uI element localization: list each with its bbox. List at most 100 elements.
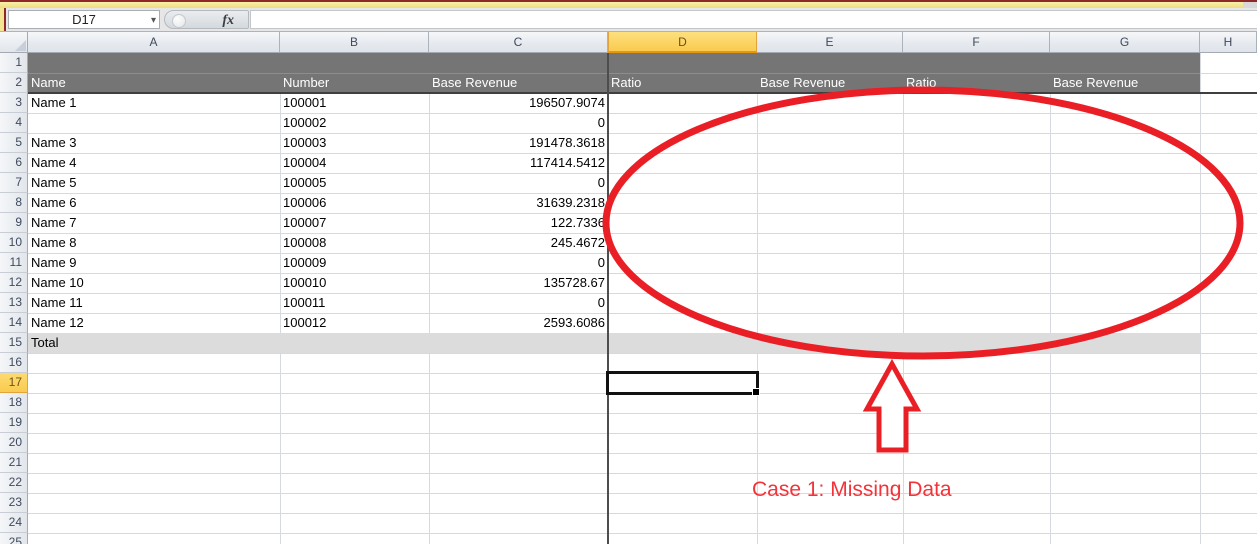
row-header-3[interactable]: 3	[0, 93, 28, 113]
header-cell-e2[interactable]: Base Revenue	[760, 75, 846, 90]
column-header-b[interactable]: B	[280, 32, 429, 53]
cell-a10[interactable]: Name 8	[31, 235, 77, 250]
cell-c11[interactable]: 0	[597, 255, 605, 270]
formula-bar-row: D17 ▾ fx	[0, 8, 1257, 31]
cell-a3[interactable]: Name 1	[31, 95, 77, 110]
name-box[interactable]: D17 ▾	[8, 10, 160, 29]
column-header-d[interactable]: D	[608, 32, 757, 53]
name-box-dropdown-icon[interactable]: ▾	[150, 15, 156, 26]
ribbon-left-edge	[0, 8, 6, 31]
row-header-13[interactable]: 13	[0, 293, 28, 313]
row-header-4[interactable]: 4	[0, 113, 28, 133]
cell-a11[interactable]: Name 9	[31, 255, 77, 270]
row-header-9[interactable]: 9	[0, 213, 28, 233]
row-header-19[interactable]: 19	[0, 413, 28, 433]
header-cell-b2[interactable]: Number	[283, 75, 330, 90]
cell-b12[interactable]: 100010	[283, 275, 327, 290]
cell-c12[interactable]: 135728.67	[543, 275, 605, 290]
column-header-h[interactable]: H	[1200, 32, 1257, 53]
gridline-h	[28, 493, 1257, 494]
gridline-h	[28, 353, 1257, 354]
select-all-corner[interactable]	[0, 32, 28, 53]
column-header-c[interactable]: C	[429, 32, 608, 53]
cell-b8[interactable]: 100006	[283, 195, 327, 210]
cell-a7[interactable]: Name 5	[31, 175, 77, 190]
cell-b3[interactable]: 100001	[283, 95, 327, 110]
cell-a12[interactable]: Name 10	[31, 275, 84, 290]
gridline-v	[429, 53, 430, 544]
row-header-7[interactable]: 7	[0, 173, 28, 193]
row-header-6[interactable]: 6	[0, 153, 28, 173]
row-header-14[interactable]: 14	[0, 313, 28, 333]
total-label: Total	[31, 335, 59, 350]
cell-a13[interactable]: Name 11	[31, 295, 83, 310]
active-cell[interactable]	[606, 371, 760, 396]
row-header-24[interactable]: 24	[0, 513, 28, 533]
cell-c13[interactable]: 0	[597, 295, 605, 310]
header-cell-f2[interactable]: Ratio	[906, 75, 937, 90]
cell-c7[interactable]: 0	[597, 175, 605, 190]
gridline-h	[28, 113, 1257, 114]
row-header-25[interactable]: 25	[0, 533, 28, 544]
gridline-v	[1200, 53, 1201, 544]
column-header-e[interactable]: E	[757, 32, 903, 53]
row-header-16[interactable]: 16	[0, 353, 28, 373]
header-cell-a2[interactable]: Name	[31, 75, 66, 90]
table-header-band-divider	[28, 73, 1200, 74]
header-cell-d2[interactable]: Ratio	[611, 75, 642, 90]
cell-b4[interactable]: 100002	[283, 115, 327, 130]
cell-b5[interactable]: 100003	[283, 135, 327, 150]
row-header-22[interactable]: 22	[0, 473, 28, 493]
cell-c6[interactable]: 117414.5412	[530, 155, 605, 170]
cell-c9[interactable]: 122.7336	[550, 215, 605, 230]
row-header-20[interactable]: 20	[0, 433, 28, 453]
cell-c14[interactable]: 2593.6086	[543, 315, 605, 330]
cell-b7[interactable]: 100005	[283, 175, 327, 190]
cell-b13[interactable]: 100011	[283, 295, 326, 310]
cell-a14[interactable]: Name 12	[31, 315, 84, 330]
gridline-v	[903, 53, 904, 544]
row-header-17[interactable]: 17	[0, 373, 28, 393]
gridline-v	[1050, 53, 1051, 544]
row-header-15[interactable]: 15	[0, 333, 28, 353]
cell-b14[interactable]: 100012	[283, 315, 327, 330]
cell-a5[interactable]: Name 3	[31, 135, 77, 150]
row-header-12[interactable]: 12	[0, 273, 28, 293]
column-header-f[interactable]: F	[903, 32, 1050, 53]
chrome-divider	[0, 31, 1257, 32]
cell-b9[interactable]: 100007	[283, 215, 327, 230]
ribbon-yellow-strip	[0, 2, 1243, 8]
row-header-5[interactable]: 5	[0, 133, 28, 153]
column-header-g[interactable]: G	[1050, 32, 1200, 53]
gridline-h	[28, 513, 1257, 514]
cell-c10[interactable]: 245.4672	[550, 235, 605, 250]
row-header-8[interactable]: 8	[0, 193, 28, 213]
cell-c4[interactable]: 0	[597, 115, 605, 130]
insert-function-button[interactable]: fx	[222, 13, 234, 28]
row-header-11[interactable]: 11	[0, 253, 28, 273]
header-cell-g2[interactable]: Base Revenue	[1053, 75, 1139, 90]
header-cell-c2[interactable]: Base Revenue	[432, 75, 518, 90]
row-header-21[interactable]: 21	[0, 453, 28, 473]
row-header-23[interactable]: 23	[0, 493, 28, 513]
cell-a9[interactable]: Name 7	[31, 215, 77, 230]
cell-c8[interactable]: 31639.2318	[536, 195, 605, 210]
row-header-1[interactable]: 1	[0, 53, 28, 73]
cell-a8[interactable]: Name 6	[31, 195, 77, 210]
cell-b6[interactable]: 100004	[283, 155, 327, 170]
row-header-10[interactable]: 10	[0, 233, 28, 253]
column-header-a[interactable]: A	[28, 32, 280, 53]
row-header-2[interactable]: 2	[0, 73, 28, 93]
cell-c3[interactable]: 196507.9074	[529, 95, 605, 110]
cell-b10[interactable]: 100008	[283, 235, 327, 250]
formula-bar-input[interactable]	[250, 10, 1257, 29]
cell-a6[interactable]: Name 4	[31, 155, 77, 170]
select-all-triangle-icon	[15, 40, 26, 51]
cell-b11[interactable]: 100009	[283, 255, 327, 270]
cell-c5[interactable]: 191478.3618	[529, 135, 605, 150]
row-header-18[interactable]: 18	[0, 393, 28, 413]
gridline-h	[28, 473, 1257, 474]
fill-handle[interactable]	[752, 388, 760, 396]
